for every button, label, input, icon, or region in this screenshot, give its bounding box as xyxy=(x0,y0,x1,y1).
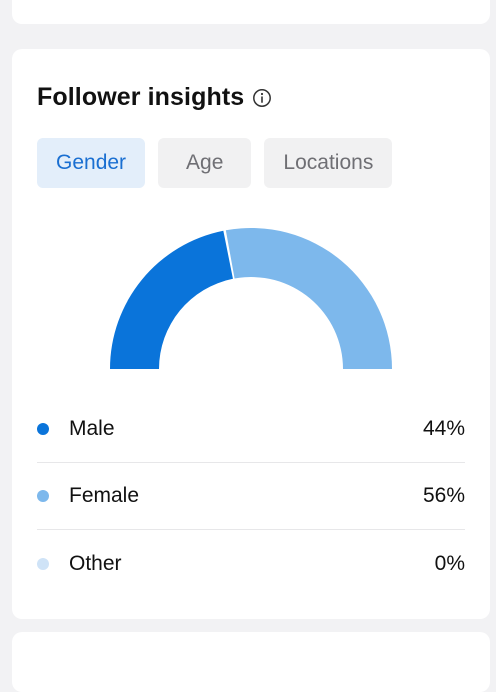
legend-value: 0% xyxy=(434,551,465,575)
legend-row-female: Female 56% xyxy=(37,463,465,530)
gender-legend: Male 44% Female 56% Other 0% xyxy=(37,396,465,597)
female-dot xyxy=(37,490,49,502)
section-title: Follower insights xyxy=(37,83,245,111)
legend-label: Male xyxy=(69,417,115,440)
legend-row-other: Other 0% xyxy=(37,530,465,597)
tab-age[interactable]: Age xyxy=(158,138,252,188)
insight-tabs: Gender Age Locations xyxy=(37,138,393,188)
legend-row-male: Male 44% xyxy=(37,396,465,463)
donut-segment-male xyxy=(110,230,233,369)
tab-gender[interactable]: Gender xyxy=(37,138,146,188)
legend-value: 56% xyxy=(422,484,465,507)
legend-value: 44% xyxy=(422,417,465,440)
tab-locations[interactable]: Locations xyxy=(264,138,393,188)
other-dot xyxy=(37,557,49,570)
info-icon[interactable] xyxy=(252,88,272,108)
male-dot xyxy=(37,423,49,435)
gender-chart xyxy=(12,224,490,374)
legend-label: Female xyxy=(69,484,140,507)
donut-segment-female xyxy=(225,228,392,369)
legend-label: Other xyxy=(69,551,122,575)
follower-insights-card: Follower insights Gender Age Locations M… xyxy=(12,49,490,619)
next-card xyxy=(12,632,490,692)
title-row: Follower insights xyxy=(37,83,272,112)
gender-donut-svg xyxy=(110,228,392,369)
previous-card xyxy=(12,0,490,24)
